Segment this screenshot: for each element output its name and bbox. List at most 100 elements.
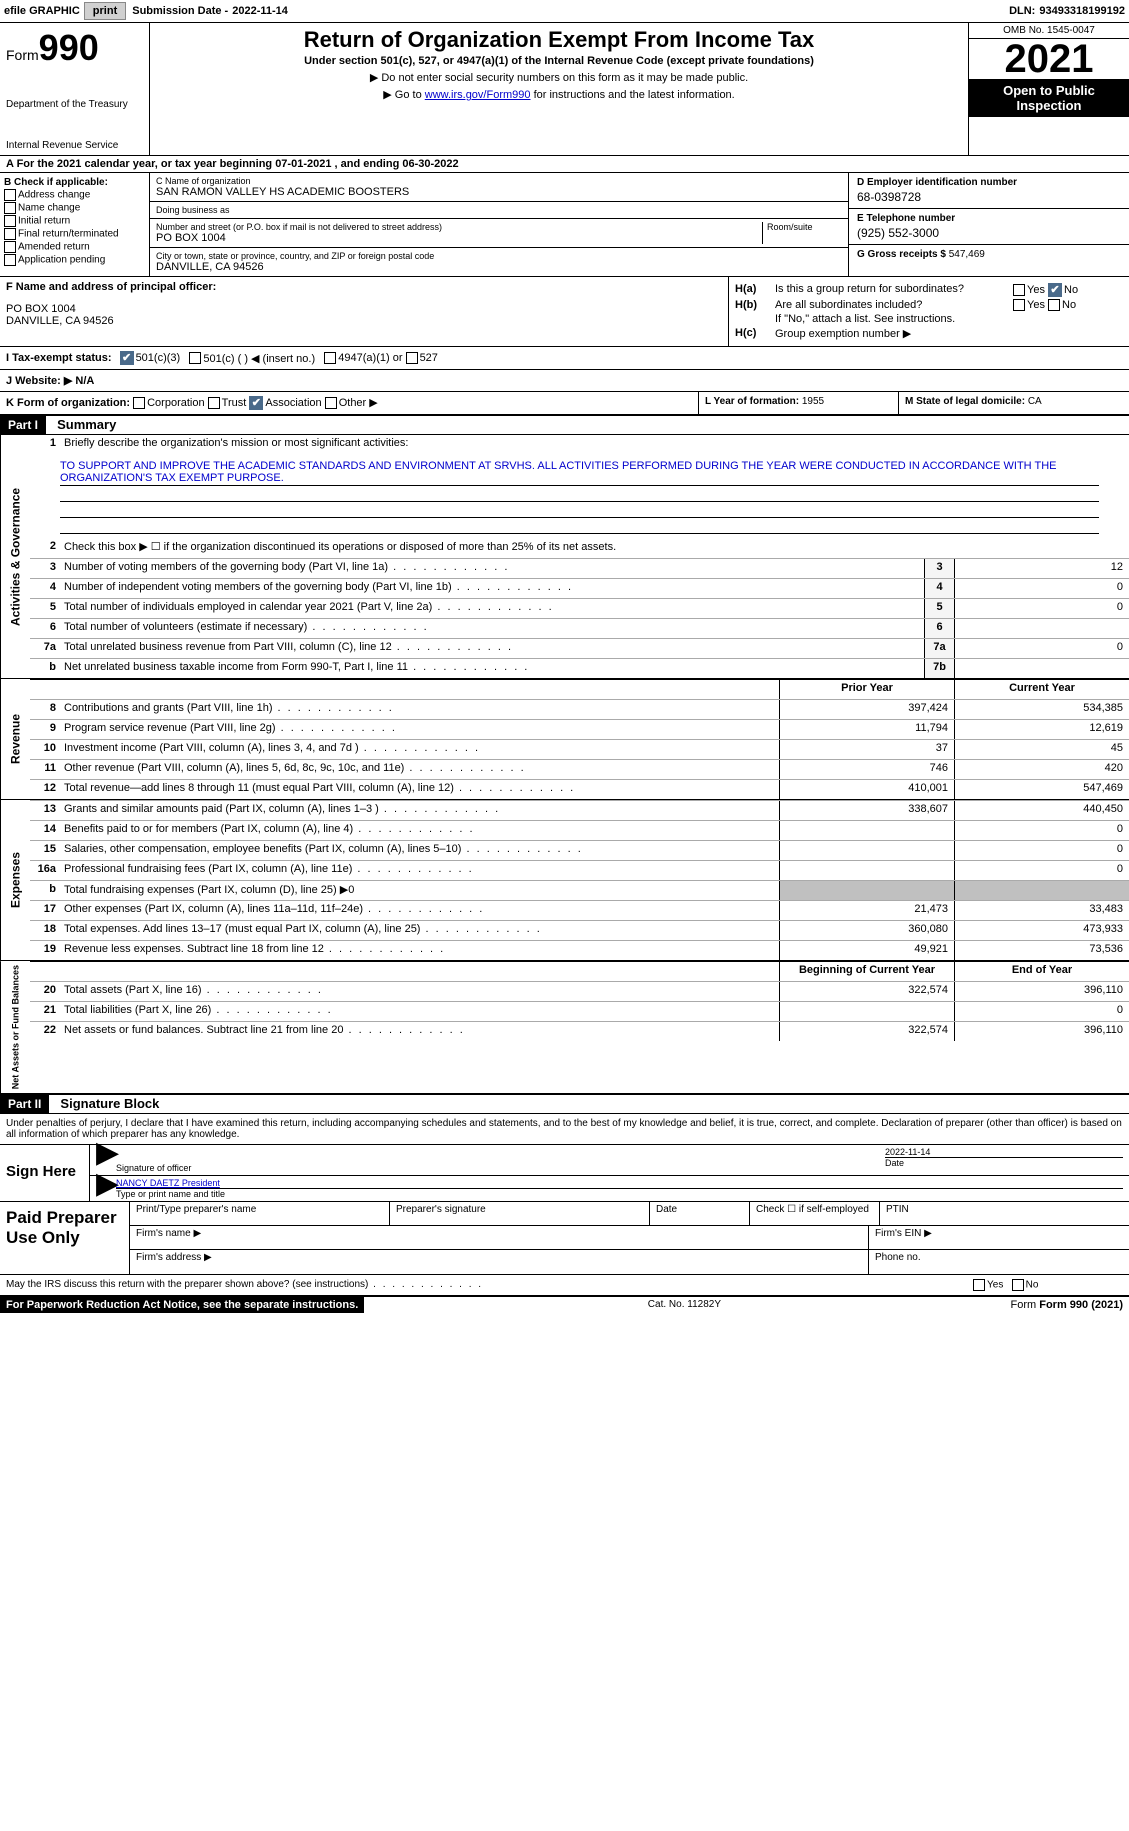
column-h: H(a) Is this a group return for subordin… — [729, 277, 1129, 346]
discuss-no-checkbox[interactable] — [1012, 1279, 1024, 1291]
side-net-assets: Net Assets or Fund Balances — [0, 961, 30, 1093]
part1-title: Summary — [49, 415, 124, 434]
sign-here-label: Sign Here — [0, 1145, 90, 1201]
table-row: 16aProfessional fundraising fees (Part I… — [30, 860, 1129, 880]
dba-label: Doing business as — [156, 205, 842, 215]
4947-checkbox[interactable] — [324, 352, 336, 364]
prior-year-header: Prior Year — [779, 680, 954, 699]
table-row: 7aTotal unrelated business revenue from … — [30, 638, 1129, 658]
city-label: City or town, state or province, country… — [156, 251, 842, 261]
org-name-label: C Name of organization — [156, 176, 842, 186]
ssn-note: ▶ Do not enter social security numbers o… — [154, 71, 964, 84]
final-return-checkbox[interactable] — [4, 228, 16, 240]
beginning-year-header: Beginning of Current Year — [779, 962, 954, 981]
column-d: D Employer identification number 68-0398… — [849, 173, 1129, 276]
table-row: 5Total number of individuals employed in… — [30, 598, 1129, 618]
501c3-checkmark: ✔ — [120, 351, 134, 365]
amended-return-checkbox[interactable] — [4, 241, 16, 253]
table-row: 9Program service revenue (Part VIII, lin… — [30, 719, 1129, 739]
ha-yes-checkbox[interactable] — [1013, 284, 1025, 296]
table-row: 18Total expenses. Add lines 13–17 (must … — [30, 920, 1129, 940]
form-number: 990 — [39, 27, 99, 68]
row-i-tax-exempt: I Tax-exempt status: ✔501(c)(3) 501(c) (… — [0, 346, 1129, 369]
city-value: DANVILLE, CA 94526 — [156, 261, 842, 273]
side-revenue: Revenue — [0, 679, 30, 799]
irs-label: Internal Revenue Service — [6, 140, 143, 151]
open-to-public: Open to Public Inspection — [969, 79, 1129, 117]
perjury-declaration: Under penalties of perjury, I declare th… — [0, 1113, 1129, 1144]
tax-year: 2021 — [969, 39, 1129, 79]
table-row: 3Number of voting members of the governi… — [30, 558, 1129, 578]
form-footer: Form Form 990 (2021) — [1005, 1297, 1129, 1313]
table-row: 22Net assets or fund balances. Subtract … — [30, 1021, 1129, 1041]
ein-label: D Employer identification number — [857, 177, 1121, 188]
mission-text: TO SUPPORT AND IMPROVE THE ACADEMIC STAN… — [60, 459, 1099, 486]
form-header: Form990 Department of the Treasury Inter… — [0, 23, 1129, 155]
part1-header: Part I — [0, 416, 46, 434]
top-bar: efile GRAPHIC print Submission Date - 20… — [0, 0, 1129, 23]
cat-no: Cat. No. 11282Y — [364, 1297, 1004, 1313]
dln-label: DLN: — [1009, 5, 1035, 17]
column-c: C Name of organization SAN RAMON VALLEY … — [150, 173, 849, 276]
hb-yes-checkbox[interactable] — [1013, 299, 1025, 311]
officer-addr2: DANVILLE, CA 94526 — [6, 315, 722, 327]
table-row: 15Salaries, other compensation, employee… — [30, 840, 1129, 860]
part2-title: Signature Block — [52, 1094, 167, 1113]
goto-note: ▶ Go to www.irs.gov/Form990 for instruct… — [154, 88, 964, 101]
org-name: SAN RAMON VALLEY HS ACADEMIC BOOSTERS — [156, 186, 842, 198]
form-word: Form — [6, 47, 39, 63]
address-value: PO BOX 1004 — [156, 232, 762, 244]
column-f: F Name and address of principal officer:… — [0, 277, 729, 346]
table-row: bNet unrelated business taxable income f… — [30, 658, 1129, 678]
form990-link[interactable]: www.irs.gov/Form990 — [425, 89, 531, 101]
name-change-checkbox[interactable] — [4, 202, 16, 214]
table-row: 10Investment income (Part VIII, column (… — [30, 739, 1129, 759]
row-a-calendar-year: A For the 2021 calendar year, or tax yea… — [0, 155, 1129, 172]
table-row: 17Other expenses (Part IX, column (A), l… — [30, 900, 1129, 920]
officer-name[interactable]: NANCY DAETZ President — [116, 1178, 220, 1188]
table-row: 13Grants and similar amounts paid (Part … — [30, 800, 1129, 820]
hb-no-checkbox[interactable] — [1048, 299, 1060, 311]
submission-label: Submission Date - — [132, 5, 228, 17]
other-checkbox[interactable] — [325, 397, 337, 409]
dept-treasury: Department of the Treasury — [6, 99, 143, 110]
501c-checkbox[interactable] — [189, 352, 201, 364]
side-expenses: Expenses — [0, 800, 30, 960]
discuss-with-preparer: May the IRS discuss this return with the… — [6, 1279, 973, 1291]
table-row: 21Total liabilities (Part X, line 26)0 — [30, 1001, 1129, 1021]
print-button[interactable]: print — [84, 2, 126, 20]
check-if-applicable: B Check if applicable: — [4, 177, 145, 188]
end-year-header: End of Year — [954, 962, 1129, 981]
table-row: 12Total revenue—add lines 8 through 11 (… — [30, 779, 1129, 799]
gross-receipts-value: 547,469 — [949, 249, 985, 260]
ha-no-checkmark: ✔ — [1048, 283, 1062, 297]
phone-label: E Telephone number — [857, 213, 1121, 224]
table-row: 11Other revenue (Part VIII, column (A), … — [30, 759, 1129, 779]
principal-officer-label: F Name and address of principal officer: — [6, 281, 722, 293]
current-year-header: Current Year — [954, 680, 1129, 699]
table-row: 19Revenue less expenses. Subtract line 1… — [30, 940, 1129, 960]
address-change-checkbox[interactable] — [4, 189, 16, 201]
application-pending-checkbox[interactable] — [4, 254, 16, 266]
trust-checkbox[interactable] — [208, 397, 220, 409]
table-row: 6Total number of volunteers (estimate if… — [30, 618, 1129, 638]
table-row: 14Benefits paid to or for members (Part … — [30, 820, 1129, 840]
initial-return-checkbox[interactable] — [4, 215, 16, 227]
row-j-website: J Website: ▶ N/A — [0, 369, 1129, 391]
527-checkbox[interactable] — [406, 352, 418, 364]
ein-value: 68-0398728 — [857, 190, 1121, 204]
part2-header: Part II — [0, 1095, 49, 1113]
table-row: bTotal fundraising expenses (Part IX, co… — [30, 880, 1129, 900]
table-row: 8Contributions and grants (Part VIII, li… — [30, 699, 1129, 719]
form-title: Return of Organization Exempt From Incom… — [154, 27, 964, 53]
form-subtitle: Under section 501(c), 527, or 4947(a)(1)… — [154, 55, 964, 67]
submission-date: 2022-11-14 — [232, 5, 288, 17]
gross-receipts-label: G Gross receipts $ — [857, 249, 946, 260]
discuss-yes-checkbox[interactable] — [973, 1279, 985, 1291]
efile-label: efile GRAPHIC — [4, 5, 80, 17]
corporation-checkbox[interactable] — [133, 397, 145, 409]
table-row: 20Total assets (Part X, line 16)322,5743… — [30, 981, 1129, 1001]
side-activities-governance: Activities & Governance — [0, 435, 30, 678]
phone-value: (925) 552-3000 — [857, 226, 1121, 240]
column-b: B Check if applicable: Address change Na… — [0, 173, 150, 276]
